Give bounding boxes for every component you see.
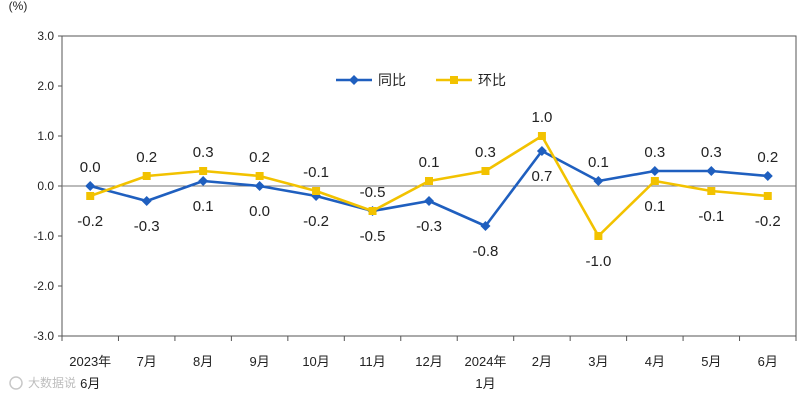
data-point-series-2 <box>312 187 321 195</box>
data-point-series-1 <box>536 146 547 156</box>
watermark-text: 大数据说 <box>28 375 76 390</box>
data-point-series-1 <box>141 196 152 206</box>
x-tick-label: 4月 <box>645 354 665 369</box>
data-point-series-1 <box>254 181 265 191</box>
data-label-series-1: 0.0 <box>249 203 270 220</box>
data-point-series-1 <box>593 176 604 186</box>
data-point-series-2 <box>481 167 490 175</box>
x-tick-label: 10月 <box>302 354 329 369</box>
x-tick-label: 2023年 <box>69 354 111 369</box>
data-label-series-1: 0.1 <box>193 198 214 215</box>
data-label-series-1: -0.3 <box>134 218 160 235</box>
data-point-series-2 <box>86 192 95 200</box>
data-label-series-2: -0.5 <box>360 228 386 245</box>
data-label-series-1: 0.7 <box>531 168 552 185</box>
data-point-series-2 <box>199 167 208 175</box>
data-point-series-2 <box>537 132 546 140</box>
data-label-series-1: 0.2 <box>757 149 778 166</box>
data-point-series-1 <box>480 221 491 231</box>
data-label-series-2: 1.0 <box>531 109 552 126</box>
data-point-series-2 <box>707 187 716 195</box>
data-label-series-2: 0.2 <box>249 149 270 166</box>
y-tick-label: 0.0 <box>37 179 54 193</box>
data-point-series-2 <box>255 172 264 180</box>
legend-label-series-2: 环比 <box>478 72 506 88</box>
data-point-series-1 <box>762 171 773 181</box>
x-tick-label: 6月 <box>758 354 778 369</box>
data-point-series-1 <box>424 196 434 206</box>
data-label-series-2: 0.3 <box>193 144 214 161</box>
data-point-series-2 <box>368 207 377 215</box>
data-point-series-2 <box>763 192 772 200</box>
data-label-series-2: 0.3 <box>475 144 496 161</box>
legend-marker-series-2 <box>450 76 458 84</box>
data-point-series-2 <box>650 177 659 185</box>
x-tick-label: 11月 <box>359 354 386 369</box>
watermark-logo-icon <box>9 376 23 390</box>
data-label-series-2: -0.2 <box>755 213 781 230</box>
y-tick-label: 3.0 <box>37 29 54 43</box>
data-label-series-2: 0.1 <box>644 198 665 215</box>
x-tick-label: 12月 <box>415 354 442 369</box>
x-tick-label: 3月 <box>588 354 608 369</box>
x-tick-label: 9月 <box>249 354 269 369</box>
data-label-series-1: -0.2 <box>303 213 329 230</box>
legend-label-series-1: 同比 <box>378 72 406 88</box>
y-tick-label: -3.0 <box>33 329 54 343</box>
data-point-series-1 <box>706 166 717 176</box>
data-label-series-1: -0.8 <box>473 243 499 260</box>
x-tick-label: 2月 <box>532 354 552 369</box>
y-tick-label: 2.0 <box>37 79 54 93</box>
data-label-series-2: -0.1 <box>303 164 329 181</box>
data-point-series-1 <box>198 176 209 186</box>
x-tick-label: 1月 <box>475 376 495 391</box>
data-point-series-1 <box>649 166 660 176</box>
data-label-series-2: 0.2 <box>136 149 157 166</box>
y-tick-label: -1.0 <box>33 229 54 243</box>
x-tick-label: 5月 <box>701 354 721 369</box>
data-label-series-2: -0.2 <box>77 213 103 230</box>
x-tick-label: 6月 <box>80 376 100 391</box>
data-label-series-1: 0.0 <box>80 159 101 176</box>
data-label-series-1: -0.3 <box>416 218 442 235</box>
data-point-series-1 <box>85 181 96 191</box>
data-label-series-1: 0.3 <box>701 144 722 161</box>
y-unit-label: (%) <box>9 0 28 13</box>
data-label-series-2: -1.0 <box>585 253 611 270</box>
x-tick-label: 8月 <box>193 354 213 369</box>
data-point-series-2 <box>425 177 433 185</box>
data-label-series-2: -0.1 <box>698 208 724 225</box>
legend-marker-series-1 <box>349 75 359 85</box>
data-point-series-2 <box>594 232 603 240</box>
x-tick-label: 7月 <box>137 354 157 369</box>
data-point-series-2 <box>142 172 151 180</box>
data-label-series-2: 0.1 <box>419 154 440 171</box>
y-tick-label: -2.0 <box>33 279 54 293</box>
x-tick-label: 2024年 <box>465 354 507 369</box>
data-label-series-1: -0.5 <box>360 184 386 201</box>
data-label-series-1: 0.3 <box>644 144 665 161</box>
data-label-series-1: 0.1 <box>588 154 609 171</box>
y-tick-label: 1.0 <box>37 129 54 143</box>
